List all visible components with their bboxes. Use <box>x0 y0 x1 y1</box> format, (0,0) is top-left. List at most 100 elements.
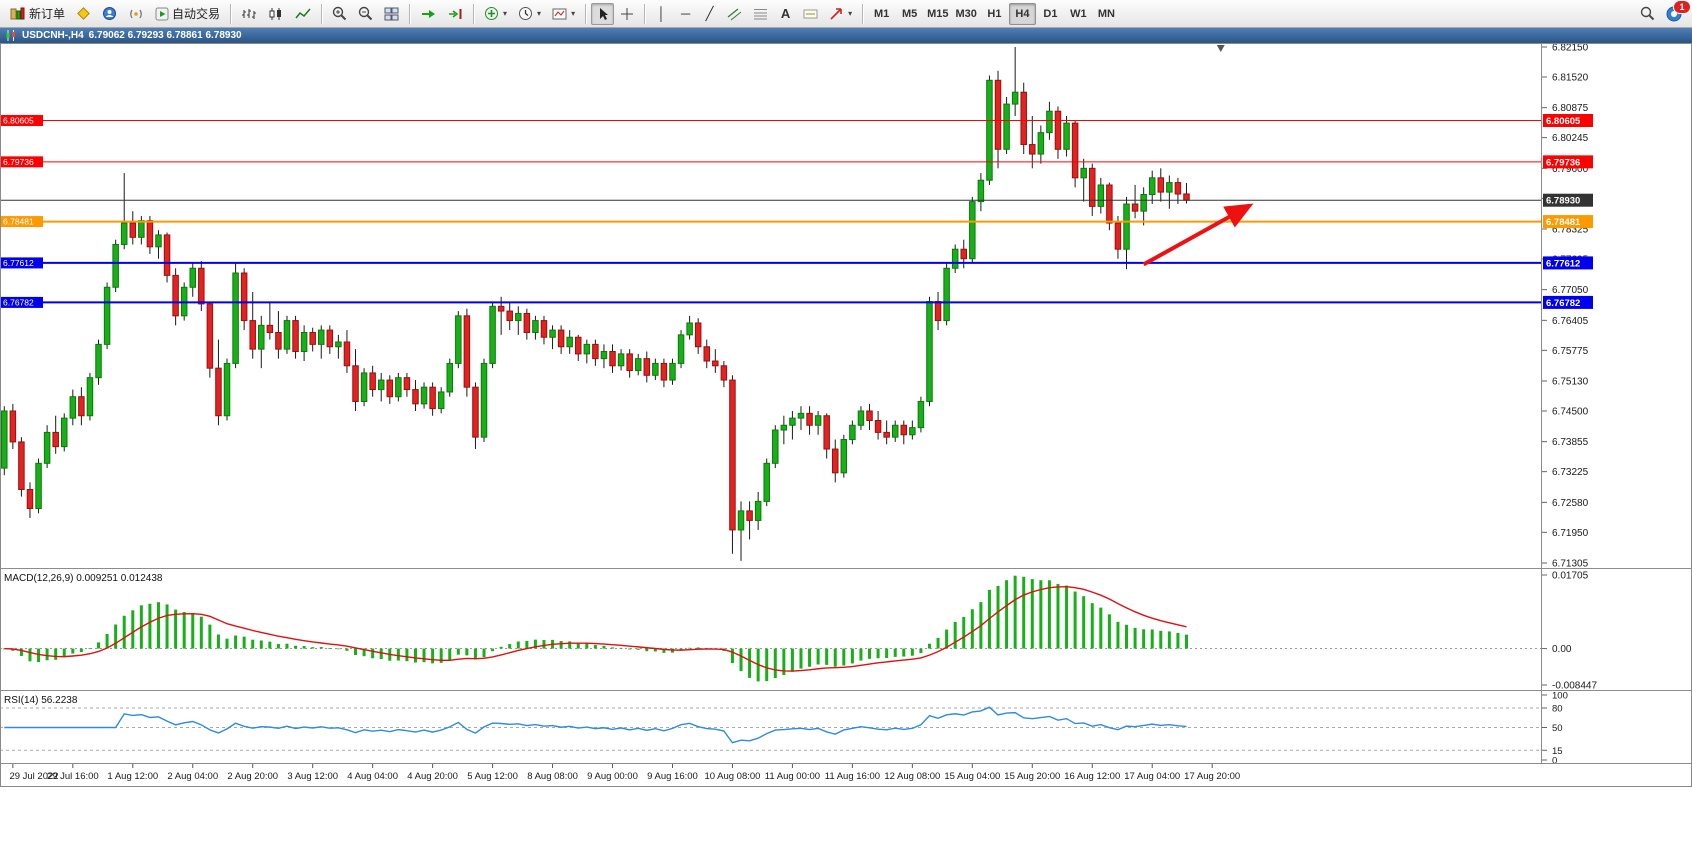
timeframe-button-m5[interactable]: M5 <box>896 3 923 25</box>
timeframe-button-w1[interactable]: W1 <box>1065 3 1092 25</box>
timeframe-button-m30[interactable]: M30 <box>953 3 980 25</box>
tile-windows-button[interactable] <box>379 3 404 25</box>
arrows-tool-button[interactable]: ▾ <box>824 3 857 25</box>
timeframe-button-m15[interactable]: M15 <box>924 3 951 25</box>
svg-text:6.77050: 6.77050 <box>1552 285 1589 296</box>
text-tool-button[interactable]: A <box>774 3 797 25</box>
timeframe-button-h4[interactable]: H4 <box>1008 2 1036 25</box>
svg-text:10 Aug 08:00: 10 Aug 08:00 <box>704 771 760 782</box>
timeframe-button-mn[interactable]: MN <box>1093 3 1120 25</box>
horizontal-line-icon: ─ <box>680 6 691 21</box>
svg-text:6.80875: 6.80875 <box>1552 103 1589 114</box>
toolbar-separator <box>862 3 864 24</box>
svg-text:-0.008447: -0.008447 <box>1552 681 1597 692</box>
price-axis[interactable]: 6.82150 6.81520 6.80875 6.80245 6.79600 6.789… <box>1542 43 1597 767</box>
candlestick-chart-button[interactable] <box>263 3 289 25</box>
macd-indicator-label: MACD(12,26,9) 0.009251 0.012438 <box>4 573 163 584</box>
svg-text:6.80605: 6.80605 <box>3 116 34 126</box>
candlestick-chart-icon <box>269 7 282 20</box>
svg-text:6.71950: 6.71950 <box>1552 528 1589 539</box>
svg-text:6.75130: 6.75130 <box>1552 377 1589 388</box>
svg-text:6.79736: 6.79736 <box>3 157 34 167</box>
profile-button[interactable] <box>97 3 122 25</box>
new-order-button[interactable]: 新订单 <box>5 3 70 25</box>
svg-text:15 Aug 04:00: 15 Aug 04:00 <box>944 771 1000 782</box>
svg-text:1 Aug 12:00: 1 Aug 12:00 <box>107 771 158 782</box>
text-label-icon <box>803 9 818 18</box>
indicators-button[interactable]: ▾ <box>479 3 512 25</box>
rsi-panel[interactable] <box>0 706 1542 751</box>
svg-text:6.80245: 6.80245 <box>1552 133 1589 144</box>
chevron-down-icon: ▾ <box>503 9 508 18</box>
line-chart-icon <box>295 8 311 18</box>
svg-text:100: 100 <box>1552 691 1568 702</box>
svg-text:16 Aug 12:00: 16 Aug 12:00 <box>1064 771 1120 782</box>
svg-text:8 Aug 08:00: 8 Aug 08:00 <box>527 771 578 782</box>
channel-button[interactable] <box>722 3 747 25</box>
chevron-down-icon: ▾ <box>537 9 542 18</box>
chart-background <box>0 43 1692 787</box>
chart-area[interactable]: 6.80605 6.79736 6.78481 6.77612 6.76782 29 J… <box>0 43 1692 787</box>
vertical-line-icon: │ <box>657 6 666 21</box>
fibonacci-icon <box>754 8 768 20</box>
crosshair-button[interactable] <box>615 3 639 25</box>
templates-button[interactable]: ▾ <box>547 3 580 25</box>
svg-text:6.73855: 6.73855 <box>1552 437 1589 448</box>
svg-text:6.77612: 6.77612 <box>3 258 34 268</box>
svg-text:15 Aug 20:00: 15 Aug 20:00 <box>1004 771 1060 782</box>
macd-panel[interactable] <box>0 575 1542 682</box>
svg-text:0.00: 0.00 <box>1552 644 1572 655</box>
bottom-empty-space <box>0 787 1692 849</box>
autotrading-button[interactable]: 自动交易 <box>150 3 225 25</box>
chart-shift-button[interactable] <box>442 3 468 25</box>
toolbar: 新订单 自动交易 ▾ ▾ <box>0 0 1692 28</box>
main-chart-panel[interactable]: 6.80605 6.79736 6.78481 6.77612 6.76782 <box>0 45 1542 561</box>
svg-text:6.78481: 6.78481 <box>3 217 34 227</box>
profile-icon <box>103 7 117 20</box>
svg-text:17 Aug 20:00: 17 Aug 20:00 <box>1184 771 1240 782</box>
notification-badge: 1 <box>1673 0 1691 14</box>
svg-text:6.71305: 6.71305 <box>1552 559 1589 570</box>
new-order-label: 新订单 <box>29 7 66 21</box>
bar-chart-button[interactable] <box>236 3 262 25</box>
toolbar-separator <box>644 3 646 24</box>
vertical-line-button[interactable]: │ <box>650 3 673 25</box>
svg-text:80: 80 <box>1552 704 1563 715</box>
toolbar-separator <box>473 3 475 24</box>
zoom-in-button[interactable] <box>327 3 352 25</box>
timeframe-button-d1[interactable]: D1 <box>1037 3 1064 25</box>
zoom-out-button[interactable] <box>353 3 378 25</box>
svg-text:11 Aug 16:00: 11 Aug 16:00 <box>825 771 880 782</box>
text-label-button[interactable] <box>798 3 823 25</box>
chart-ohlc-quote: 6.79062 6.79293 6.78861 6.78930 <box>88 30 242 41</box>
svg-text:12 Aug 08:00: 12 Aug 08:00 <box>884 771 940 782</box>
chevron-down-icon: ▾ <box>571 9 576 18</box>
svg-text:3 Aug 12:00: 3 Aug 12:00 <box>287 771 338 782</box>
timeframe-button-m1[interactable]: M1 <box>868 3 895 25</box>
chart-titlebar[interactable]: USDCNH-,H4 6.79062 6.79293 6.78861 6.789… <box>0 28 1692 43</box>
auto-scroll-button[interactable] <box>415 3 441 25</box>
trendline-button[interactable]: ╱ <box>698 3 721 25</box>
chart-title: USDCNH-,H4 <box>22 30 84 41</box>
line-chart-button[interactable] <box>290 3 316 25</box>
metaeditor-button[interactable] <box>71 3 96 25</box>
fibonacci-button[interactable] <box>748 3 773 25</box>
search-button[interactable] <box>1635 3 1660 25</box>
broadcast-button[interactable] <box>123 3 149 25</box>
search-icon <box>1640 6 1655 21</box>
timeframe-button-h1[interactable]: H1 <box>981 3 1008 25</box>
trend-arrow-annotation <box>1142 203 1254 267</box>
text-tool-icon: A <box>780 6 791 21</box>
svg-text:4 Aug 04:00: 4 Aug 04:00 <box>347 771 398 782</box>
svg-text:6.79600: 6.79600 <box>1552 164 1589 175</box>
cursor-button[interactable] <box>591 2 615 25</box>
autotrading-icon <box>155 7 169 20</box>
svg-text:6.77612: 6.77612 <box>1546 258 1580 269</box>
notifications-button[interactable]: 1 <box>1661 0 1691 25</box>
horizontal-line-button[interactable]: ─ <box>674 3 697 25</box>
periods-button[interactable]: ▾ <box>513 3 546 25</box>
broadcast-icon <box>130 9 142 18</box>
svg-text:6.78930: 6.78930 <box>1546 196 1580 207</box>
svg-text:9 Aug 00:00: 9 Aug 00:00 <box>587 771 638 782</box>
